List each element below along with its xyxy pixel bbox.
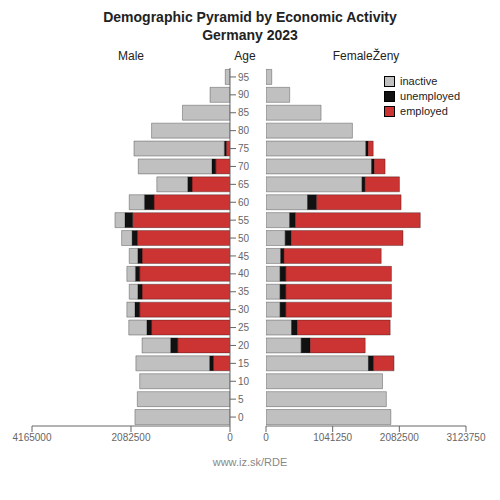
svg-text:75: 75 — [238, 143, 250, 154]
html-text:www.iz.sk/RDE: www.iz.sk/RDE — [212, 456, 288, 468]
svg-text:80: 80 — [238, 125, 250, 136]
svg-text:60: 60 — [238, 197, 250, 208]
svg-text:2082500: 2082500 — [380, 432, 419, 443]
html-text:unemployed: unemployed — [400, 90, 460, 102]
html-text:inactive: inactive — [400, 75, 438, 87]
svg-text:25: 25 — [238, 322, 250, 333]
svg-text:70: 70 — [238, 161, 250, 172]
svg-text:35: 35 — [238, 286, 250, 297]
svg-text:4165000: 4165000 — [13, 432, 52, 443]
html-text:employed: employed — [400, 105, 448, 117]
svg-text:0: 0 — [227, 432, 233, 443]
svg-text:5: 5 — [238, 394, 244, 405]
svg-text:3123750: 3123750 — [447, 432, 486, 443]
svg-text:50: 50 — [238, 233, 250, 244]
svg-text:55: 55 — [238, 215, 250, 226]
svg-text:90: 90 — [238, 89, 250, 100]
svg-text:85: 85 — [238, 107, 250, 118]
svg-text:45: 45 — [238, 251, 250, 262]
html-text:Demographic Pyramid by Economi: Demographic Pyramid by Economic Activity… — [103, 9, 397, 43]
svg-text:10: 10 — [238, 376, 250, 387]
html-text:FemaleŽeny: FemaleŽeny — [332, 49, 400, 63]
svg-text:40: 40 — [238, 268, 250, 279]
svg-text:0: 0 — [238, 412, 244, 423]
svg-text:2082500: 2082500 — [112, 432, 151, 443]
svg-text:30: 30 — [238, 304, 250, 315]
svg-text:1041250: 1041250 — [313, 432, 352, 443]
svg-text:65: 65 — [238, 179, 250, 190]
svg-text:15: 15 — [238, 358, 250, 369]
svg-text:95: 95 — [238, 72, 250, 83]
html-text:Age: Age — [234, 49, 256, 63]
svg-text:0: 0 — [263, 432, 269, 443]
html-text:Male: Male — [118, 49, 144, 63]
svg-text:20: 20 — [238, 340, 250, 351]
